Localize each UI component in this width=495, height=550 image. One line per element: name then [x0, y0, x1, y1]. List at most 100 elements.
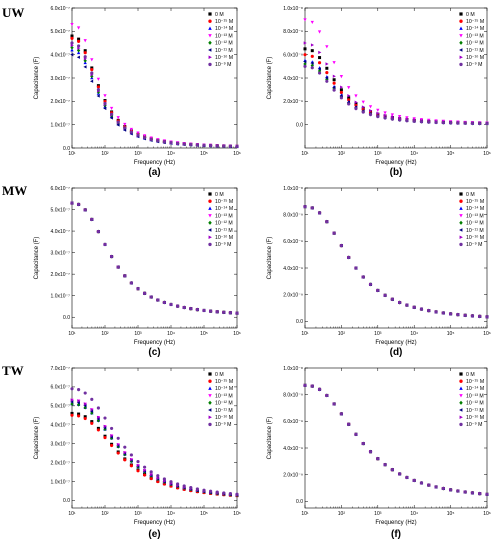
data-point	[317, 61, 322, 65]
data-point	[96, 230, 100, 234]
legend-label: 10⁻¹¹ M	[215, 48, 233, 54]
data-point	[136, 469, 140, 473]
legend-label: 10⁻¹⁵ M	[466, 379, 484, 385]
data-point	[317, 211, 322, 215]
data-point	[156, 476, 160, 480]
data-point	[390, 468, 394, 472]
data-point	[347, 96, 351, 100]
data-point	[310, 206, 314, 210]
legend-marker	[459, 415, 463, 419]
data-point	[303, 64, 307, 68]
legend-label: 10⁻¹⁴ M	[466, 386, 484, 392]
data-point	[96, 428, 100, 432]
y-tick-label: 1.0x10⁻⁷	[51, 122, 71, 128]
series-7	[70, 41, 239, 148]
series-7	[70, 387, 239, 496]
data-point	[123, 126, 127, 130]
data-point	[310, 54, 314, 58]
y-axis-title: Capacitance (F)	[34, 417, 40, 460]
legend-marker	[459, 12, 463, 16]
legend-marker	[459, 19, 463, 23]
data-point	[485, 492, 489, 496]
data-point	[77, 39, 81, 43]
data-point	[90, 397, 94, 401]
data-point	[222, 144, 226, 148]
legend-marker	[459, 235, 463, 239]
data-point	[310, 43, 315, 47]
legend-marker	[208, 372, 212, 376]
legend-marker	[208, 422, 212, 427]
data-point	[361, 100, 365, 104]
data-point	[110, 426, 114, 430]
data-point	[449, 488, 453, 492]
data-point	[129, 130, 133, 134]
data-point	[441, 121, 445, 125]
data-point	[70, 201, 74, 205]
legend-label: 10⁻¹¹ M	[215, 228, 233, 234]
x-axis-title: Frequency (Hz)	[134, 340, 175, 346]
panel-c: 10¹ 10² 10³ 10⁴ 10⁵ 10⁶ 0.0 1.0x10⁻⁷ 2.0x10⁻⁷ 3.0…	[34, 186, 241, 358]
legend-marker	[459, 228, 463, 232]
data-point	[116, 442, 120, 447]
plot-frame	[71, 187, 238, 329]
legend: 0 M10⁻¹⁵ M10⁻¹⁴ M10⁻¹³ M10⁻¹² M10⁻¹¹ M10…	[459, 12, 484, 68]
y-tick-label: 4.0x10⁻⁹	[283, 446, 303, 452]
data-point	[83, 402, 87, 406]
data-point	[478, 492, 482, 496]
data-point	[109, 106, 114, 110]
data-point	[129, 453, 133, 457]
legend-marker	[208, 242, 212, 247]
data-point	[398, 300, 402, 305]
data-point	[77, 388, 81, 392]
data-point	[96, 417, 100, 421]
legend-label: 10⁻¹⁵ M	[215, 19, 233, 25]
data-point	[405, 119, 409, 123]
data-point	[332, 78, 336, 82]
series-2	[303, 58, 489, 125]
legend: 0 M10⁻¹⁵ M10⁻¹⁴ M10⁻¹³ M10⁻¹² M10⁻¹¹ M10…	[459, 192, 484, 248]
legend-marker	[208, 26, 212, 30]
x-tick-label: 10²	[101, 151, 109, 157]
data-point	[347, 255, 351, 260]
y-tick-label: 1.0x10⁻⁷	[51, 479, 71, 485]
x-tick-label: 10⁶	[233, 511, 241, 517]
data-point	[361, 110, 365, 114]
data-point	[383, 463, 387, 467]
data-point	[76, 55, 80, 59]
data-point	[332, 88, 336, 92]
legend-label: 10⁻¹⁴ M	[466, 26, 484, 32]
series-5	[70, 201, 239, 315]
data-point	[441, 486, 445, 491]
data-point	[317, 67, 321, 71]
plot-frame	[304, 367, 488, 509]
legend-marker	[208, 394, 212, 398]
legend-marker	[208, 214, 212, 218]
y-tick-label: 8.0x10⁻⁹	[283, 212, 303, 218]
x-tick-label: 10²	[338, 331, 346, 337]
series-6	[303, 383, 489, 496]
legend-label: 10⁻¹⁰ M	[215, 235, 233, 241]
x-tick-label: 10⁴	[167, 151, 175, 157]
plot-frame	[71, 7, 238, 149]
data-point	[70, 387, 74, 391]
data-point	[470, 121, 475, 125]
legend-marker	[459, 206, 463, 210]
data-point	[70, 53, 74, 57]
legend: 0 M10⁻¹⁵ M10⁻¹⁴ M10⁻¹³ M10⁻¹² M10⁻¹¹ M10…	[208, 192, 233, 248]
data-point	[96, 90, 101, 95]
data-point	[83, 39, 87, 43]
data-point	[325, 79, 329, 83]
data-point	[318, 50, 322, 55]
data-point	[310, 66, 314, 70]
y-tick-label: 2.0x10⁻⁷	[51, 272, 71, 278]
data-point	[354, 94, 358, 98]
panel-letter: (e)	[148, 529, 160, 540]
series-3	[303, 383, 489, 497]
data-point	[90, 58, 94, 62]
data-point	[149, 473, 153, 477]
data-point	[303, 18, 307, 22]
data-point	[96, 87, 100, 92]
x-tick-label: 10⁵	[200, 151, 208, 157]
data-point	[347, 102, 351, 106]
data-point	[390, 117, 394, 121]
